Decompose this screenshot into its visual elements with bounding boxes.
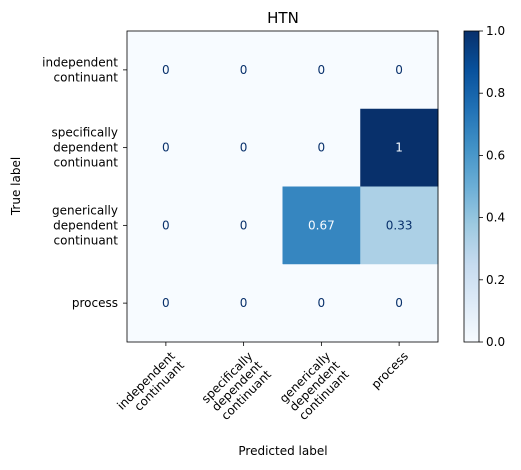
heatmap-cells (127, 31, 439, 343)
heatmap-cell (282, 31, 361, 110)
cell-value-label: 0 (240, 218, 248, 232)
cell-value-label: 0 (318, 296, 326, 310)
colorbar-tick-label: 0.8 (486, 86, 505, 100)
heatmap-cell (282, 186, 361, 265)
colorbar-tick-label: 0.2 (486, 273, 505, 287)
heatmap-cell (282, 264, 361, 343)
cell-value-labels: 0 0 0 0 0 0 0 1 0 0 0.67 0.33 0 0 0 0 (162, 63, 412, 310)
x-axis: independentcontinuant specificallydepende… (114, 342, 412, 424)
heatmap-cell (360, 264, 439, 343)
heatmap-cell (204, 31, 283, 110)
chart-title: HTN (267, 9, 299, 27)
colorbar-tick-label: 1.0 (486, 24, 505, 38)
x-axis-label: Predicted label (238, 444, 327, 458)
heatmap-cell (204, 264, 283, 343)
colorbar-tick-label: 0.0 (486, 335, 505, 349)
plot-frame (126, 30, 439, 343)
x-tick-label: independentcontinuant (114, 349, 187, 422)
colorbar (463, 30, 480, 343)
heatmap-cell (204, 186, 283, 265)
cell-value-label: 0 (318, 63, 326, 77)
heatmap-cell (127, 186, 206, 265)
heatmap-cell (127, 108, 206, 187)
y-tick-label: generically dependent continuant (52, 203, 118, 247)
heatmap-cell (360, 31, 439, 110)
x-tick-label: process (369, 349, 412, 392)
cell-value-label: 0.67 (308, 218, 335, 232)
cell-value-label: 0 (318, 141, 326, 155)
cell-value-label: 0 (162, 63, 170, 77)
cell-value-label: 0.33 (386, 218, 413, 232)
y-tick-label: specifically dependent continuant (52, 126, 119, 170)
x-tick-label: specificallydependentcontinuant (199, 349, 274, 424)
heatmap-cell (127, 264, 206, 343)
x-tick-label: genericallydependentcontinuant (277, 349, 352, 424)
y-axis-label: True label (9, 157, 23, 216)
heatmap-cell (127, 31, 206, 110)
colorbar-tick-label: 0.6 (486, 148, 505, 162)
y-tick-label: process (72, 296, 118, 310)
y-axis: independent continuant specifically depende… (42, 55, 127, 310)
cell-value-label: 1 (395, 141, 403, 155)
cell-value-label: 0 (240, 141, 248, 155)
y-tick-label: independent continuant (42, 55, 118, 84)
colorbar-tick-label: 0.4 (486, 211, 505, 225)
cell-value-label: 0 (395, 296, 403, 310)
cell-value-label: 0 (162, 296, 170, 310)
heatmap-cell (360, 186, 439, 265)
cell-value-label: 0 (240, 296, 248, 310)
cell-value-label: 0 (162, 218, 170, 232)
cell-value-label: 0 (240, 63, 248, 77)
cell-value-label: 0 (162, 141, 170, 155)
heatmap-cell (360, 108, 439, 187)
cell-value-label: 0 (395, 63, 403, 77)
colorbar-axis: 0.0 0.2 0.4 0.6 0.8 1.0 (479, 24, 505, 349)
heatmap-cell (282, 108, 361, 187)
heatmap-cell (204, 108, 283, 187)
